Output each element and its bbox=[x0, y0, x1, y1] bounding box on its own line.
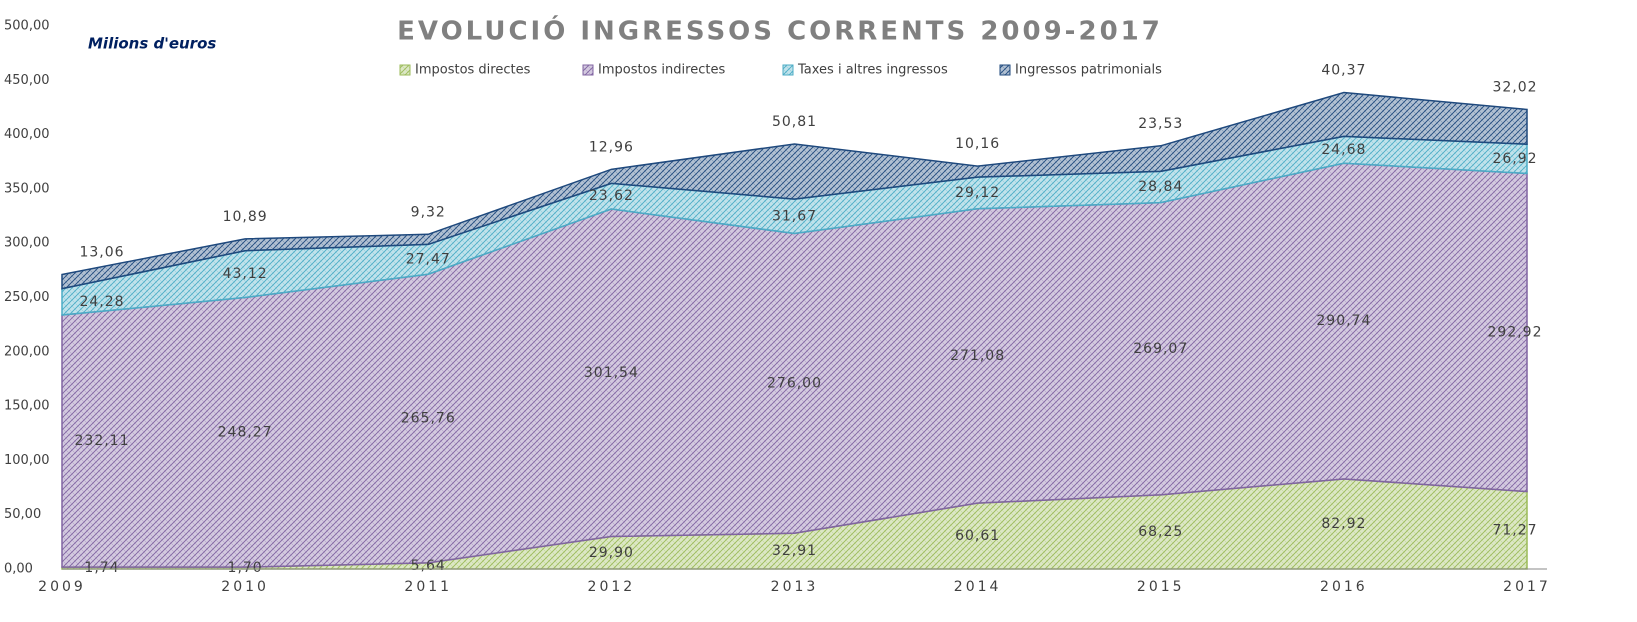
chart-title: EVOLUCIÓ INGRESSOS CORRENTS 2009-2017 bbox=[397, 15, 1163, 47]
data-label: 26,92 bbox=[1492, 151, 1537, 167]
data-label: 292,92 bbox=[1488, 325, 1543, 341]
data-label: 71,27 bbox=[1492, 522, 1537, 538]
data-label: 24,28 bbox=[79, 294, 124, 310]
data-label: 10,89 bbox=[223, 209, 268, 225]
legend-swatch bbox=[582, 64, 594, 76]
y-tick-label: 50,00 bbox=[4, 507, 41, 522]
legend-label: Impostos directes bbox=[415, 63, 531, 78]
data-label: 40,37 bbox=[1321, 63, 1366, 79]
legend-swatch bbox=[782, 64, 794, 76]
data-label: 301,54 bbox=[584, 365, 639, 381]
data-label: 29,90 bbox=[589, 545, 634, 561]
x-tick-label: 2016 bbox=[1320, 579, 1368, 595]
data-label: 276,00 bbox=[767, 375, 822, 391]
data-label: 68,25 bbox=[1138, 524, 1183, 540]
x-tick-label: 2015 bbox=[1137, 579, 1185, 595]
chart-subtitle: Milions d'euros bbox=[88, 35, 216, 53]
legend-label: Taxes i altres ingressos bbox=[797, 63, 948, 78]
area bbox=[61, 91, 1528, 290]
y-tick-label: 350,00 bbox=[4, 181, 50, 196]
data-label: 12,96 bbox=[589, 139, 634, 155]
legend-label: Ingressos patrimonials bbox=[1015, 63, 1162, 78]
x-tick-label: 2011 bbox=[404, 579, 452, 595]
data-label: 232,11 bbox=[75, 433, 130, 449]
data-label: 1,70 bbox=[228, 560, 263, 576]
data-label: 43,12 bbox=[223, 266, 268, 282]
data-label: 28,84 bbox=[1138, 179, 1183, 195]
y-tick-label: 0,00 bbox=[4, 562, 33, 577]
data-label: 13,06 bbox=[79, 244, 124, 260]
data-label: 27,47 bbox=[406, 251, 451, 267]
y-tick-label: 200,00 bbox=[4, 344, 50, 359]
data-label: 29,12 bbox=[955, 185, 1000, 201]
data-label: 60,61 bbox=[955, 528, 1000, 544]
data-label: 23,62 bbox=[589, 188, 634, 204]
data-label: 269,07 bbox=[1133, 341, 1188, 357]
y-tick-label: 250,00 bbox=[4, 290, 50, 305]
data-label: 1,74 bbox=[84, 560, 119, 576]
legend-swatch bbox=[999, 64, 1011, 76]
y-tick-label: 400,00 bbox=[4, 127, 50, 142]
y-tick-label: 500,00 bbox=[4, 19, 50, 34]
y-tick-label: 150,00 bbox=[4, 399, 50, 414]
data-label: 31,67 bbox=[772, 208, 817, 224]
data-label: 23,53 bbox=[1138, 116, 1183, 132]
data-label: 9,32 bbox=[411, 204, 446, 220]
x-tick-label: 2014 bbox=[954, 579, 1002, 595]
data-label: 82,92 bbox=[1321, 516, 1366, 532]
data-label: 24,68 bbox=[1321, 142, 1366, 158]
data-label: 248,27 bbox=[218, 424, 273, 440]
data-label: 271,08 bbox=[950, 348, 1005, 364]
x-tick-label: 2012 bbox=[588, 579, 636, 595]
legend-label: Impostos indirectes bbox=[598, 63, 725, 78]
x-tick-label: 2010 bbox=[221, 579, 269, 595]
y-tick-label: 300,00 bbox=[4, 236, 50, 251]
data-label: 10,16 bbox=[955, 136, 1000, 152]
data-label: 5,64 bbox=[411, 558, 446, 574]
data-label: 32,02 bbox=[1492, 79, 1537, 95]
legend-swatch bbox=[399, 64, 411, 76]
x-tick-label: 2009 bbox=[38, 579, 86, 595]
data-label: 50,81 bbox=[772, 114, 817, 130]
x-tick-label: 2017 bbox=[1503, 579, 1551, 595]
data-label: 265,76 bbox=[401, 411, 456, 427]
data-label: 32,91 bbox=[772, 543, 817, 559]
y-tick-label: 450,00 bbox=[4, 73, 50, 88]
x-tick-label: 2013 bbox=[771, 579, 819, 595]
data-label: 290,74 bbox=[1316, 313, 1371, 329]
y-tick-label: 100,00 bbox=[4, 453, 50, 468]
